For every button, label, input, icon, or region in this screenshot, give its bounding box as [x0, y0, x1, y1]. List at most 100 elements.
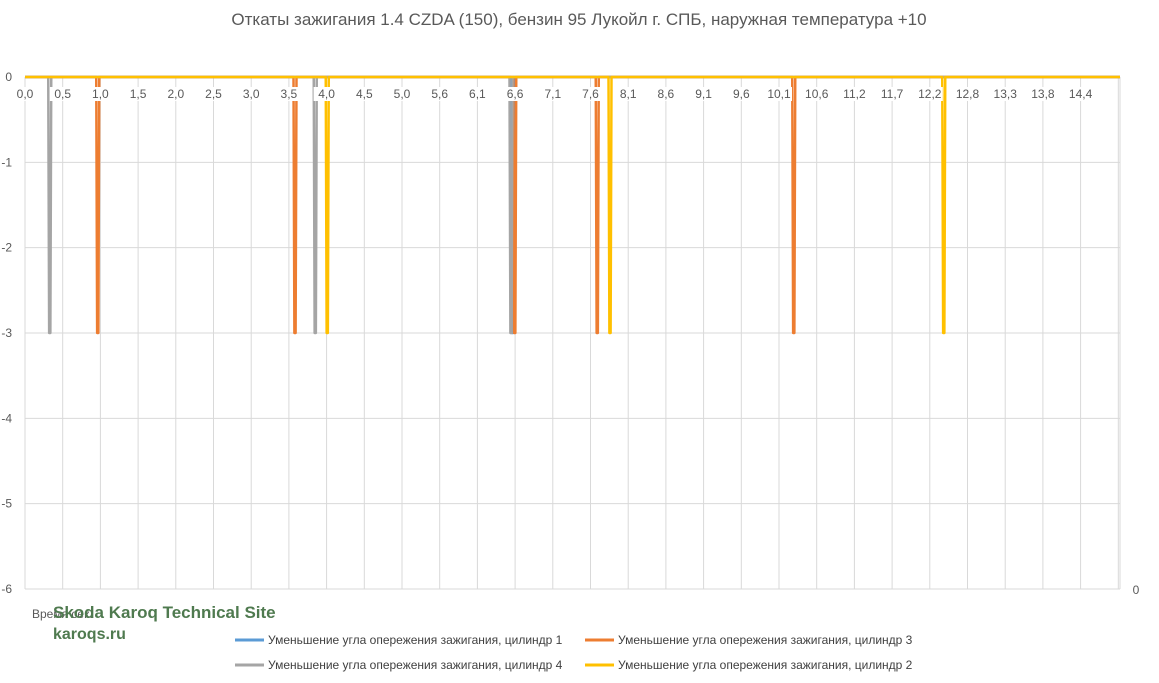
x-tick-label: 2,0: [167, 87, 184, 101]
series-2: [25, 75, 1120, 335]
y-tick-label: -3: [1, 326, 12, 340]
x-tick-label: 2,5: [205, 87, 222, 101]
x-tick-label-bg: [502, 87, 529, 101]
x-tick-label: 4,5: [356, 87, 373, 101]
x-tick-label-bg: [313, 87, 340, 101]
x-tick-label: 11,7: [881, 87, 904, 101]
x-tick-label-bg: [87, 87, 114, 101]
x-tick-label-bg: [841, 87, 868, 101]
watermark-site-name: Skoda Karoq Technical Site: [53, 603, 276, 622]
x-tick-label-bg: [1029, 87, 1056, 101]
x-tick-label-bg: [125, 87, 152, 101]
series-line: [25, 75, 1120, 335]
x-tick-label-bg: [690, 87, 717, 101]
x-tick-label: 14,4: [1069, 87, 1093, 101]
y-tick-label: -4: [1, 411, 12, 425]
x-tick-label: 6,6: [507, 87, 524, 101]
secondary-y-axis: 0: [1133, 583, 1140, 597]
legend-label: Уменьшение угла опережения зажигания, ци…: [618, 658, 913, 672]
x-tick-label: 5,6: [431, 87, 448, 101]
x-tick-label: 12,8: [956, 87, 980, 101]
x-tick-label-bg: [275, 87, 302, 101]
x-tick-label-bg: [464, 87, 491, 101]
x-tick-label: 3,0: [243, 87, 260, 101]
x-axis-label: Время сек.: [32, 607, 93, 621]
x-tick-label: 9,1: [695, 87, 712, 101]
x-tick-label-bg: [615, 87, 642, 101]
y-axis: 0 -1 -2 -3 -4 -5 -6: [1, 70, 12, 596]
x-tick-label-bg: [200, 87, 227, 101]
x-tick-label-bg: [879, 87, 906, 101]
series-line: [25, 75, 1120, 335]
x-tick-label-bg: [954, 87, 981, 101]
series-3: [25, 75, 1120, 335]
x-tick-label-bg: [916, 87, 943, 101]
legend-label: Уменьшение угла опережения зажигания, ци…: [268, 658, 563, 672]
x-tick-label: 8,1: [620, 87, 637, 101]
series-4: [25, 75, 1120, 335]
series-line: [25, 75, 1120, 335]
series-line: [25, 75, 1120, 335]
x-tick-label: 1,5: [130, 87, 147, 101]
data-point: [793, 332, 795, 334]
x-tick-label: 13,3: [994, 87, 1018, 101]
x-tick-label-bg: [12, 87, 38, 101]
x-tick-label: 10,6: [805, 87, 829, 101]
legend-item: Уменьшение угла опережения зажигания, ци…: [585, 633, 913, 647]
x-tick-label: 4,0: [318, 87, 335, 101]
y-tick-label: 0: [5, 70, 12, 84]
x-axis: 0,0 0,5 1,0 1,5 2,0 2,5 3,0 3,5 4,0 4,5 5,0 5,6 6,1 6…: [12, 87, 1094, 101]
plot-area: [25, 75, 1120, 335]
data-point: [97, 332, 99, 334]
chart-title: Откаты зажигания 1.4 CZDA (150), бензин …: [231, 10, 926, 29]
x-tick-label: 3,5: [281, 87, 298, 101]
series-1: [25, 75, 1120, 335]
data-point: [514, 332, 516, 334]
legend: Уменьшение угла опережения зажигания, ци…: [235, 633, 913, 672]
y-tick-label: -6: [1, 582, 12, 596]
x-tick-label: 11,2: [843, 87, 866, 101]
x-tick-label: 13,8: [1031, 87, 1055, 101]
x-tick-label-bg: [389, 87, 415, 101]
legend-label: Уменьшение угла опережения зажигания, ци…: [268, 633, 563, 647]
x-tick-label-bg: [539, 87, 566, 101]
x-tick-label: 6,1: [469, 87, 486, 101]
y-tick-label: -5: [1, 497, 12, 511]
y-tick-label: -2: [1, 241, 12, 255]
x-tick-label-bg: [49, 87, 76, 101]
data-point: [943, 332, 945, 334]
legend-label: Уменьшение угла опережения зажигания, ци…: [618, 633, 913, 647]
x-tick-label: 10,1: [767, 87, 791, 101]
y2-tick-label: 0: [1133, 583, 1140, 597]
x-tick-label-bg: [652, 87, 679, 101]
data-point: [326, 332, 328, 334]
x-tick-label: 7,6: [582, 87, 599, 101]
legend-item: Уменьшение угла опережения зажигания, ци…: [235, 658, 563, 672]
x-tick-label-bg: [1067, 87, 1094, 101]
x-tick-label-bg: [803, 87, 830, 101]
x-tick-label: 1,0: [92, 87, 109, 101]
data-point: [609, 332, 611, 334]
x-tick-label-bg: [162, 87, 189, 101]
x-tick-label-bg: [728, 87, 755, 101]
x-tick-label-bg: [238, 87, 265, 101]
y-tick-label: -1: [1, 155, 12, 169]
x-tick-label: 0,5: [54, 87, 71, 101]
x-tick-label-bg: [992, 87, 1019, 101]
legend-item: Уменьшение угла опережения зажигания, ци…: [585, 658, 913, 672]
x-tick-label-bg: [426, 87, 453, 101]
watermark-url: karoqs.ru: [53, 626, 126, 643]
legend-item: Уменьшение угла опережения зажигания, ци…: [235, 633, 563, 647]
grid: [24, 76, 1121, 590]
data-point: [49, 332, 51, 334]
data-point: [510, 332, 512, 334]
x-tick-label: 9,6: [733, 87, 750, 101]
data-point: [596, 332, 598, 334]
data-point: [314, 332, 316, 334]
x-tick-label: 5,0: [394, 87, 411, 101]
x-tick-label: 0,0: [17, 87, 34, 101]
x-tick-label: 12,2: [918, 87, 942, 101]
x-tick-label: 8,6: [658, 87, 675, 101]
x-tick-label-bg: [577, 87, 604, 101]
